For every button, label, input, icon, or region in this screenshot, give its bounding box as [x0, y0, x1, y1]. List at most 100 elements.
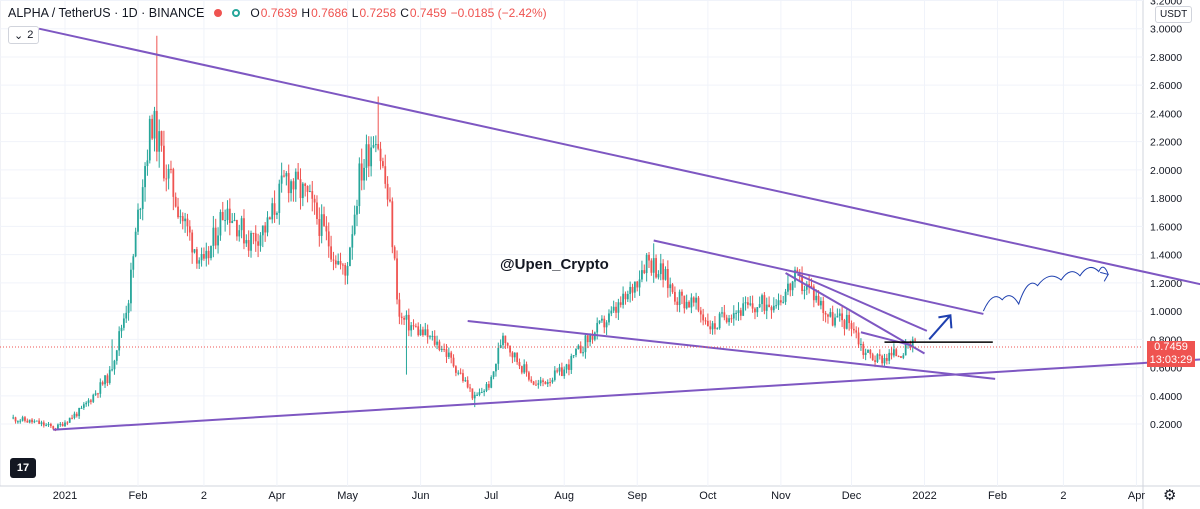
- candle-body: [751, 303, 754, 309]
- candle-body: [233, 220, 236, 222]
- candle-body: [92, 394, 95, 402]
- candle-body: [735, 312, 738, 314]
- candle-body: [160, 131, 163, 146]
- x-tick-label: 2: [1060, 490, 1066, 502]
- candle-body: [568, 364, 570, 370]
- candle-body: [678, 291, 681, 306]
- candle-body: [212, 227, 215, 246]
- candle-body: [104, 375, 106, 385]
- candle-body: [487, 384, 490, 388]
- candle-body: [631, 286, 634, 293]
- candle-body: [549, 382, 551, 384]
- candle-body: [323, 214, 325, 226]
- candle-body: [532, 381, 535, 385]
- candle-body: [497, 347, 500, 364]
- y-tick-label: 0.2000: [1150, 419, 1182, 431]
- candle-body: [370, 147, 373, 167]
- x-tick-label: Feb: [129, 490, 148, 502]
- high-value: 0.7686: [311, 6, 348, 20]
- candle-body: [363, 167, 365, 181]
- candle-body: [337, 261, 340, 265]
- candle-body: [433, 335, 436, 345]
- candle-body: [862, 343, 865, 355]
- candle-body: [657, 274, 660, 278]
- candle-body: [57, 424, 59, 430]
- candle-body: [177, 206, 179, 218]
- candle-body: [210, 245, 212, 259]
- candle-body: [775, 305, 778, 307]
- candle-body: [106, 375, 109, 383]
- candle-body: [843, 320, 846, 329]
- candle-body: [876, 354, 879, 362]
- candle-body: [791, 281, 794, 291]
- gear-icon[interactable]: ⚙: [1163, 487, 1177, 504]
- x-tick-label: 2: [201, 490, 207, 502]
- candle-body: [711, 323, 714, 330]
- candle-body: [382, 161, 384, 167]
- candle-body: [622, 293, 624, 305]
- candle-body: [94, 393, 97, 395]
- candle-body: [97, 393, 99, 395]
- candle-body: [412, 325, 415, 327]
- currency-label[interactable]: USDT: [1155, 6, 1193, 23]
- candle-body: [857, 332, 860, 345]
- candle-body: [664, 269, 667, 280]
- candle-body: [73, 413, 76, 418]
- candle-body: [641, 270, 643, 280]
- candle-body: [254, 233, 257, 242]
- candle-body: [170, 168, 172, 170]
- change-value: −0.0185 (−2.42%): [450, 6, 547, 20]
- candle-body: [615, 306, 617, 313]
- candle-body: [473, 394, 476, 399]
- candle-body: [476, 394, 478, 396]
- candle-body: [662, 263, 665, 280]
- candle-body: [469, 387, 471, 389]
- tradingview-logo-icon[interactable]: 17: [10, 458, 36, 478]
- candle-body: [391, 201, 394, 248]
- candle-body: [624, 293, 627, 300]
- candle-body: [141, 187, 144, 209]
- candle-body: [151, 118, 154, 139]
- x-tick-label: Apr: [1128, 490, 1145, 502]
- candle-body: [440, 348, 443, 350]
- candle-body: [608, 313, 610, 323]
- candle-body: [747, 302, 749, 305]
- candle-body: [553, 370, 556, 380]
- candle-body: [349, 247, 351, 267]
- candle-body: [490, 377, 493, 388]
- x-tick-label: Nov: [771, 490, 791, 502]
- eye-icon[interactable]: [232, 9, 241, 17]
- candle-body: [19, 420, 22, 422]
- candle-body: [530, 379, 533, 382]
- candle-body: [878, 354, 881, 356]
- candle-body: [276, 212, 278, 215]
- x-tick-label: Jul: [484, 490, 498, 502]
- candle-body: [655, 258, 657, 278]
- candle-body: [334, 260, 337, 265]
- candle-body: [904, 342, 907, 356]
- candle-body: [49, 423, 52, 427]
- candle-body: [398, 299, 401, 317]
- candle-body: [327, 231, 330, 247]
- candle-body: [542, 380, 544, 382]
- candle-body: [247, 240, 250, 251]
- candle-body: [353, 214, 356, 235]
- candle-body: [749, 303, 752, 305]
- indicators-toggle-button[interactable]: ⌄ 2: [8, 26, 40, 44]
- x-tick-label: Feb: [988, 490, 1007, 502]
- candle-body: [403, 317, 405, 320]
- candle-body: [358, 163, 361, 207]
- candle-body: [633, 281, 636, 293]
- candle-body: [407, 314, 410, 331]
- candle-body: [203, 253, 205, 259]
- candle-body: [911, 339, 914, 348]
- candle-body: [742, 303, 745, 316]
- candle-body: [591, 335, 594, 340]
- symbol-title[interactable]: ALPHA / TetherUS · 1D · BINANCE: [8, 6, 205, 20]
- candle-body: [716, 328, 719, 330]
- candle-body: [601, 318, 603, 321]
- candle-body: [575, 349, 577, 356]
- candle-body: [885, 357, 888, 361]
- candle-body: [155, 110, 158, 152]
